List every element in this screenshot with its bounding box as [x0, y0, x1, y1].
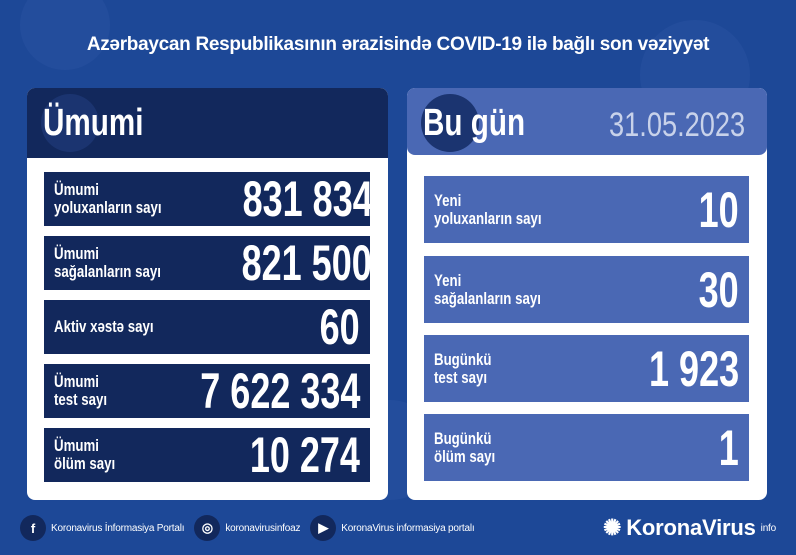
facebook-link[interactable]: f Koronavirus İnformasiya Portalı — [20, 515, 185, 541]
stat-label: Bugünkü test sayı — [434, 349, 492, 387]
stat-value: 831 834 — [242, 171, 373, 227]
page-title: Azərbaycan Respublikasının ərazisində CO… — [86, 34, 710, 55]
facebook-icon: f — [20, 515, 46, 541]
instagram-link[interactable]: ◎ koronavirusinfoaz — [194, 515, 300, 541]
stat-label: Ümumi sağalanların sayı — [54, 244, 161, 281]
stat-value: 60 — [319, 299, 360, 355]
stat-total-infected: Ümumi yoluxanların sayı 831 834 — [44, 171, 373, 227]
virus-icon — [421, 94, 479, 152]
stat-total-recovered: Ümumi sağalanların sayı 821 500 — [44, 235, 372, 291]
stat-new-recovered: Yeni sağalanların sayı 30 — [424, 256, 749, 323]
stat-label: Ümumi yoluxanların sayı — [54, 180, 162, 217]
stat-value: 10 — [698, 181, 739, 238]
virus-decoration-icon — [20, 0, 110, 70]
total-heading: Ümumi — [43, 102, 144, 144]
stat-label: Yeni sağalanların sayı — [434, 270, 541, 308]
today-heading: Bu gün — [423, 102, 526, 144]
stat-value: 821 500 — [241, 235, 372, 291]
instagram-icon: ◎ — [194, 515, 221, 541]
today-panel: Bu gün 31.05.2023 Yeni yoluxanların sayı 1… — [407, 88, 767, 500]
today-header: Bu gün 31.05.2023 — [407, 88, 767, 155]
stat-total-tests: Ümumi test sayı 7 622 334 — [44, 363, 370, 419]
stat-label: Bugünkü ölüm sayı — [434, 428, 496, 466]
footer: f Koronavirus İnformasiya Portalı ◎ korona… — [20, 508, 776, 548]
brand-logo: ✺ KoronaVirus info — [603, 515, 776, 540]
youtube-link[interactable]: ▶ KoronaVirus informasiya portalı — [310, 515, 475, 541]
youtube-icon: ▶ — [310, 515, 337, 541]
stat-value: 30 — [698, 261, 739, 318]
virus-icon — [41, 94, 99, 152]
total-panel: Ümumi Ümumi yoluxanların sayı 831 834 Ümum… — [27, 88, 388, 500]
stat-value: 1 923 — [648, 340, 739, 397]
stat-value: 10 274 — [249, 427, 360, 483]
stat-label: Ümumi ölüm sayı — [54, 436, 116, 473]
stat-total-deaths: Ümumi ölüm sayı 10 274 — [44, 427, 370, 483]
stat-today-tests: Bugünkü test sayı 1 923 — [424, 335, 749, 402]
stat-value: 7 622 334 — [199, 363, 360, 419]
stat-today-deaths: Bugünkü ölüm sayı 1 — [424, 414, 749, 481]
sun-virus-icon: ✺ — [603, 515, 622, 540]
stat-label: Ümumi test sayı — [54, 372, 108, 409]
stat-label: Aktiv xəstə sayı — [54, 317, 154, 336]
stat-new-infected: Yeni yoluxanların sayı 10 — [424, 176, 749, 243]
stat-label: Yeni yoluxanların sayı — [434, 190, 542, 228]
date: 31.05.2023 — [608, 106, 745, 144]
total-header: Ümumi — [27, 88, 388, 158]
stat-active: Aktiv xəstə sayı 60 — [44, 299, 370, 355]
stat-value: 1 — [718, 419, 739, 476]
